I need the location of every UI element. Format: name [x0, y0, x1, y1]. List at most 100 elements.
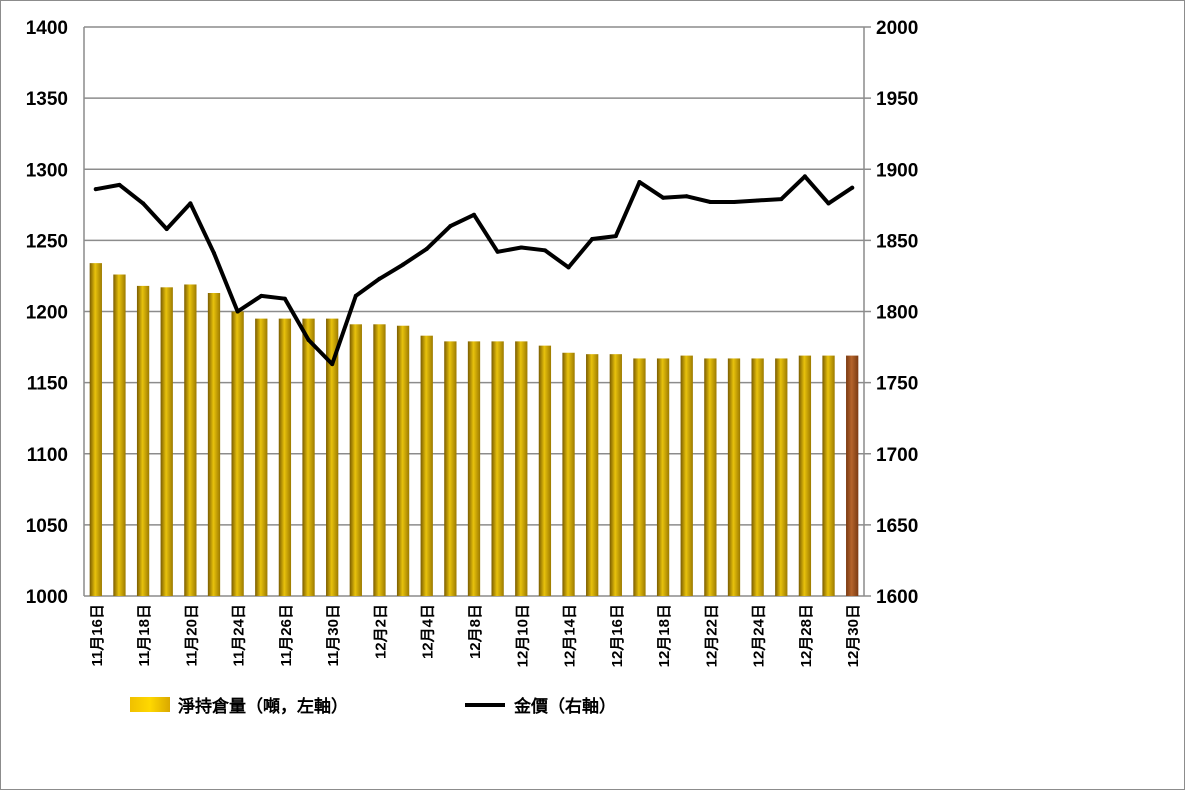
y-right-tick-label: 1600 [876, 587, 918, 608]
x-axis: 11月16日 11月18日 11月20日 11月24日 11月26日 11月30日 12月2… [89, 604, 862, 667]
x-tick-label: 12月8日 [467, 604, 484, 659]
bar [846, 355, 859, 596]
price-point [684, 194, 689, 199]
price-point [401, 262, 406, 267]
bar [680, 355, 693, 596]
y-left-tick-label: 1100 [27, 445, 68, 466]
y-left-tick-label: 1000 [26, 587, 68, 608]
y-right-tick-label: 1800 [876, 303, 918, 324]
price-point [708, 199, 713, 204]
bar [656, 358, 670, 596]
bar [586, 354, 599, 596]
price-point [259, 293, 264, 298]
bar [562, 352, 575, 596]
legend-label-holdings: 淨持倉量（噸，左軸） [178, 696, 348, 716]
price-point [377, 276, 382, 281]
bar [373, 324, 386, 596]
bars [89, 263, 859, 596]
price-point [637, 180, 642, 185]
bar [113, 274, 126, 596]
price-point [235, 309, 240, 314]
y-right-tick-label: 1950 [876, 89, 918, 110]
x-tick-label: 12月2日 [372, 604, 389, 659]
bar [491, 341, 504, 596]
price-point [850, 185, 855, 190]
price-point [566, 265, 571, 270]
price-point [802, 174, 807, 179]
bar [633, 358, 646, 596]
y-left-tick-label: 1300 [26, 160, 68, 181]
price-point [448, 224, 453, 229]
bar [207, 293, 221, 596]
legend-swatch-holdings [130, 697, 170, 712]
y-left-tick-label: 1400 [26, 18, 68, 39]
bar [751, 358, 764, 596]
y-left-tick-label: 1350 [26, 89, 68, 110]
price-point [755, 198, 760, 203]
bar [349, 324, 362, 596]
bar [822, 355, 835, 596]
y-right-tick-label: 1850 [876, 231, 918, 252]
x-tick-label: 11月16日 [89, 604, 106, 667]
x-tick-label: 12月16日 [609, 604, 626, 667]
bar [704, 358, 717, 596]
price-point [212, 251, 216, 256]
bar [184, 284, 197, 596]
bar [798, 355, 812, 596]
price-point [826, 201, 831, 206]
x-tick-label: 11月18日 [136, 604, 153, 667]
bar [775, 358, 788, 596]
y-right-tick-label: 1750 [876, 374, 918, 395]
legend-label-price: 金價（右軸） [513, 696, 616, 716]
bar [89, 263, 102, 596]
price-point [188, 201, 193, 206]
x-tick-label: 12月24日 [751, 604, 768, 667]
bar [538, 345, 552, 596]
bar [326, 318, 339, 596]
x-tick-label: 12月14日 [562, 604, 579, 667]
x-tick-label: 12月30日 [845, 604, 862, 667]
price-point [330, 362, 335, 367]
bar [160, 287, 173, 596]
price-point [661, 195, 666, 200]
y-left-tick-label: 1250 [26, 231, 68, 252]
price-point [141, 201, 146, 206]
y-left-tick-label: 1050 [26, 516, 68, 537]
price-point [542, 248, 547, 253]
x-tick-label: 11月26日 [278, 604, 295, 667]
y-axis-left: 1000 1050 1100 1150 1200 1250 1300 1350 1400 [26, 18, 68, 608]
price-point [306, 337, 311, 342]
bar [609, 354, 622, 596]
price-point [495, 249, 500, 254]
price-point [117, 182, 122, 187]
bar [396, 325, 410, 596]
price-point [519, 245, 524, 250]
bar [515, 341, 528, 596]
bar [302, 318, 315, 596]
x-tick-label: 12月28日 [798, 604, 815, 667]
x-tick-label: 12月4日 [420, 604, 437, 659]
price-point [93, 187, 98, 192]
price-point [590, 236, 595, 241]
bar [727, 358, 741, 596]
y-right-tick-label: 2000 [876, 18, 918, 39]
price-point [164, 226, 169, 231]
bar [278, 318, 292, 596]
bar [255, 318, 268, 596]
x-tick-label: 11月24日 [231, 604, 248, 667]
y-right-tick-label: 1900 [876, 160, 918, 181]
legend: 淨持倉量（噸，左軸） 金價（右軸） [130, 696, 616, 716]
x-tick-label: 11月30日 [325, 604, 342, 667]
price-point [424, 246, 429, 251]
price-point [472, 212, 476, 217]
price-point [353, 293, 358, 298]
price-point [282, 296, 287, 301]
x-tick-label: 12月22日 [703, 604, 720, 667]
bar [444, 341, 457, 596]
x-tick-label: 12月18日 [656, 604, 673, 667]
bar [467, 341, 481, 596]
y-right-tick-label: 1650 [876, 516, 918, 537]
x-tick-label: 12月10日 [514, 604, 531, 667]
price-line [93, 174, 855, 367]
